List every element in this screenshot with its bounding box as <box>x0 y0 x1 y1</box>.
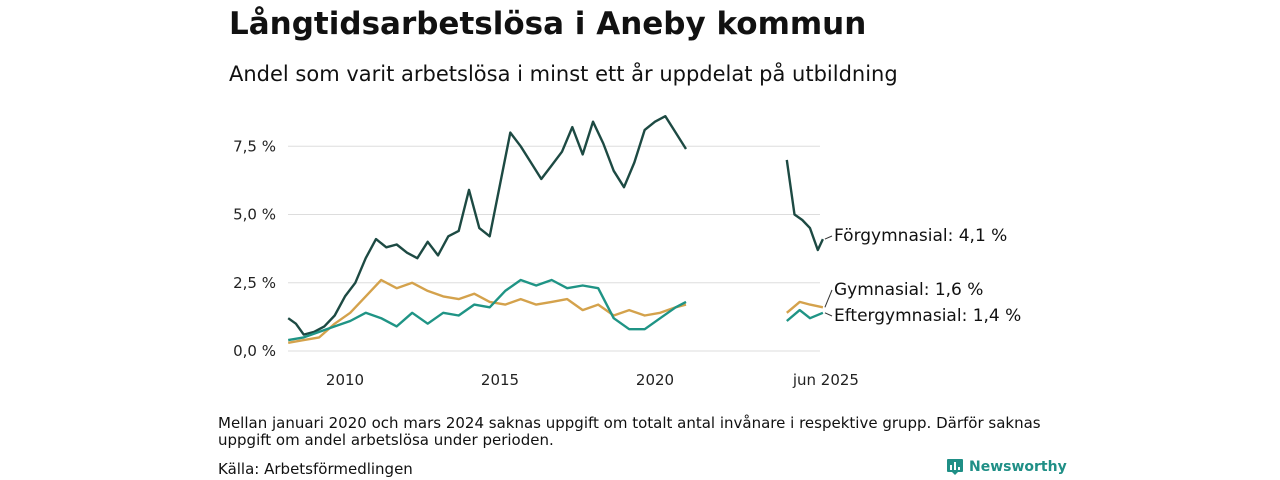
label-leader-line <box>824 289 833 308</box>
label-leader-line <box>824 235 833 240</box>
source-text: Källa: Arbetsförmedlingen <box>218 460 413 478</box>
series-end-label: Gymnasial: 1,6 % <box>834 280 983 300</box>
y-tick-label: 0,0 % <box>233 342 276 360</box>
label-leader-line <box>824 312 833 317</box>
brand-name: Newsworthy <box>969 459 1067 475</box>
x-tick-label: jun 2025 <box>792 371 859 389</box>
series-end-label: Eftergymnasial: 1,4 % <box>834 306 1021 326</box>
y-tick-label: 7,5 % <box>233 137 276 155</box>
chart-subtitle: Andel som varit arbetslösa i minst ett å… <box>229 62 898 86</box>
x-tick-label: 2010 <box>326 371 364 389</box>
chart-title: Långtidsarbetslösa i Aneby kommun <box>229 6 867 42</box>
footnote: Mellan januari 2020 och mars 2024 saknas… <box>218 414 1041 449</box>
series-line-gymnasial <box>287 278 687 344</box>
x-tick-label: 2015 <box>481 371 519 389</box>
y-tick-label: 2,5 % <box>233 274 276 292</box>
newsworthy-logo-icon <box>947 459 963 475</box>
y-tick-label: 5,0 % <box>233 206 276 224</box>
series-line-forgymnasial <box>785 159 824 252</box>
series-line-eftergymnasial <box>786 308 824 322</box>
series-line-forgymnasial <box>287 115 688 336</box>
series-end-label: Förgymnasial: 4,1 % <box>834 226 1007 246</box>
series-line-gymnasial <box>786 300 824 314</box>
x-tick-label: 2020 <box>636 371 674 389</box>
brand[interactable]: Newsworthy <box>946 458 1067 476</box>
series-line-eftergymnasial <box>287 278 687 342</box>
line-chart: 0,0 % 2,5 % 5,0 % 7,5 % 2010 2015 2020 jun 2025… <box>233 115 1021 389</box>
